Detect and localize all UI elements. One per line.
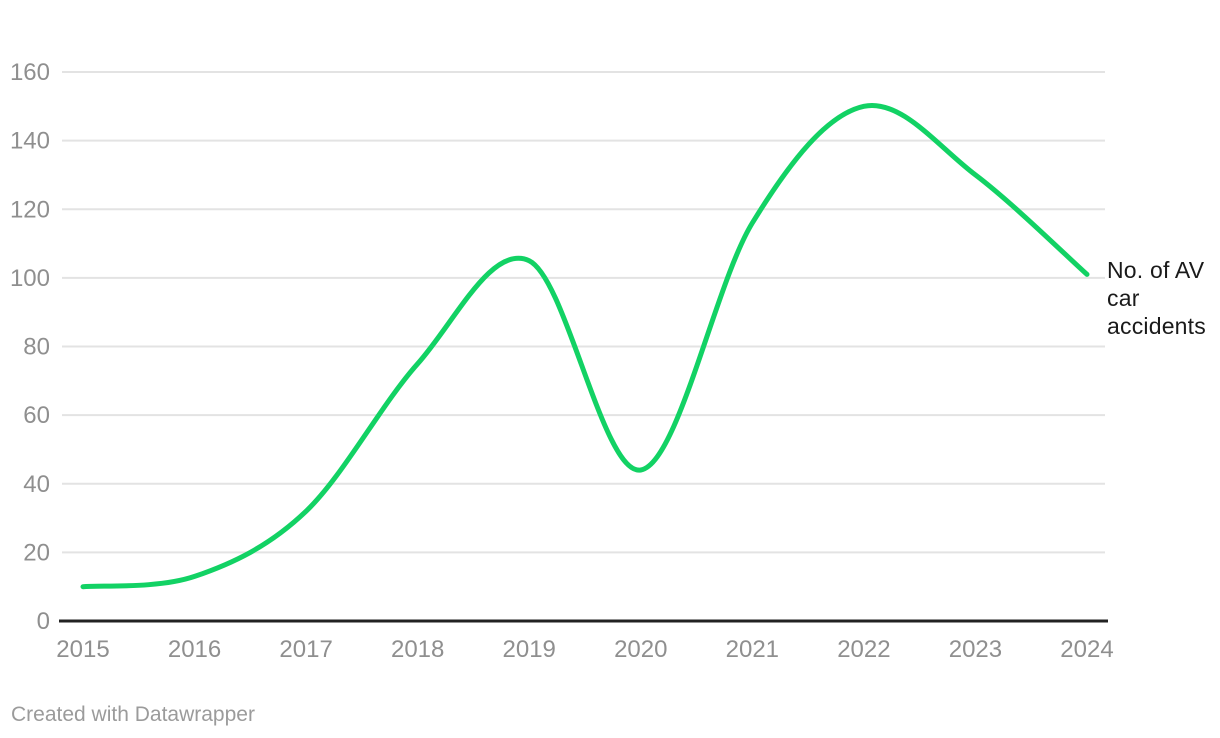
- x-tick-label: 2016: [168, 636, 221, 663]
- y-tick-label: 80: [23, 334, 50, 361]
- x-tick-label: 2020: [614, 636, 667, 663]
- y-tick-label: 140: [10, 128, 50, 155]
- x-tick-label: 2021: [726, 636, 779, 663]
- x-tick-label: 2015: [56, 636, 109, 663]
- x-tick-label: 2024: [1060, 636, 1113, 663]
- y-tick-label: 40: [23, 471, 50, 498]
- y-tick-label: 60: [23, 402, 50, 429]
- x-tick-label: 2017: [279, 636, 332, 663]
- data-line: [80, 102, 1090, 590]
- y-tick-label: 0: [37, 608, 50, 635]
- x-tick-label: 2022: [837, 636, 890, 663]
- y-tick-label: 100: [10, 265, 50, 292]
- series-label: No. of AV car accidents: [1107, 257, 1206, 339]
- y-tick-label: 120: [10, 196, 50, 223]
- x-tick-label: 2019: [503, 636, 556, 663]
- x-tick-label: 2018: [391, 636, 444, 663]
- y-tick-label: 160: [10, 59, 50, 86]
- x-tick-label: 2023: [949, 636, 1002, 663]
- datawrapper-credit: Created with Datawrapper: [11, 703, 255, 726]
- y-tick-label: 20: [23, 539, 50, 566]
